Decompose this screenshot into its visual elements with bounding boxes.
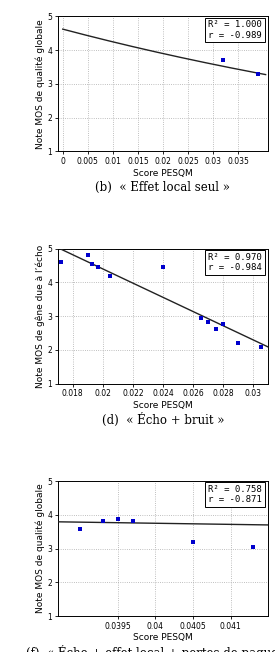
Point — [59, 257, 63, 267]
Point — [108, 271, 112, 282]
Point — [251, 541, 255, 552]
X-axis label: Score PESQM: Score PESQM — [133, 169, 193, 178]
Text: (d)  « Écho + bruit »: (d) « Écho + bruit » — [102, 413, 224, 427]
X-axis label: Score PESQM: Score PESQM — [133, 401, 193, 410]
Point — [236, 338, 240, 348]
Point — [101, 516, 105, 526]
Point — [221, 54, 225, 65]
Point — [116, 514, 120, 524]
Point — [256, 68, 260, 79]
Point — [161, 262, 165, 273]
Text: (b)  « Effet local seul »: (b) « Effet local seul » — [95, 181, 230, 194]
Text: R² = 0.758
r = -0.871: R² = 0.758 r = -0.871 — [208, 485, 262, 505]
Point — [131, 516, 135, 526]
Point — [213, 324, 218, 334]
Point — [221, 319, 225, 329]
Y-axis label: Note MOS de qualité globale: Note MOS de qualité globale — [35, 19, 45, 149]
Point — [90, 259, 95, 269]
Y-axis label: Note MOS de gêne due à l’écho: Note MOS de gêne due à l’écho — [35, 244, 45, 388]
Text: R² = 0.970
r = -0.984: R² = 0.970 r = -0.984 — [208, 253, 262, 272]
Text: (f)  « Écho + effet local + pertes de paquets »: (f) « Écho + effet local + pertes de paq… — [26, 645, 275, 652]
Point — [78, 524, 82, 535]
Text: R² = 1.000
r = -0.989: R² = 1.000 r = -0.989 — [208, 20, 262, 40]
Point — [191, 537, 195, 547]
Point — [198, 313, 203, 323]
Point — [258, 342, 263, 352]
Point — [96, 262, 101, 273]
Point — [206, 317, 210, 327]
Point — [86, 250, 90, 260]
Y-axis label: Note MOS de qualité globale: Note MOS de qualité globale — [35, 484, 45, 614]
X-axis label: Score PESQM: Score PESQM — [133, 634, 193, 642]
